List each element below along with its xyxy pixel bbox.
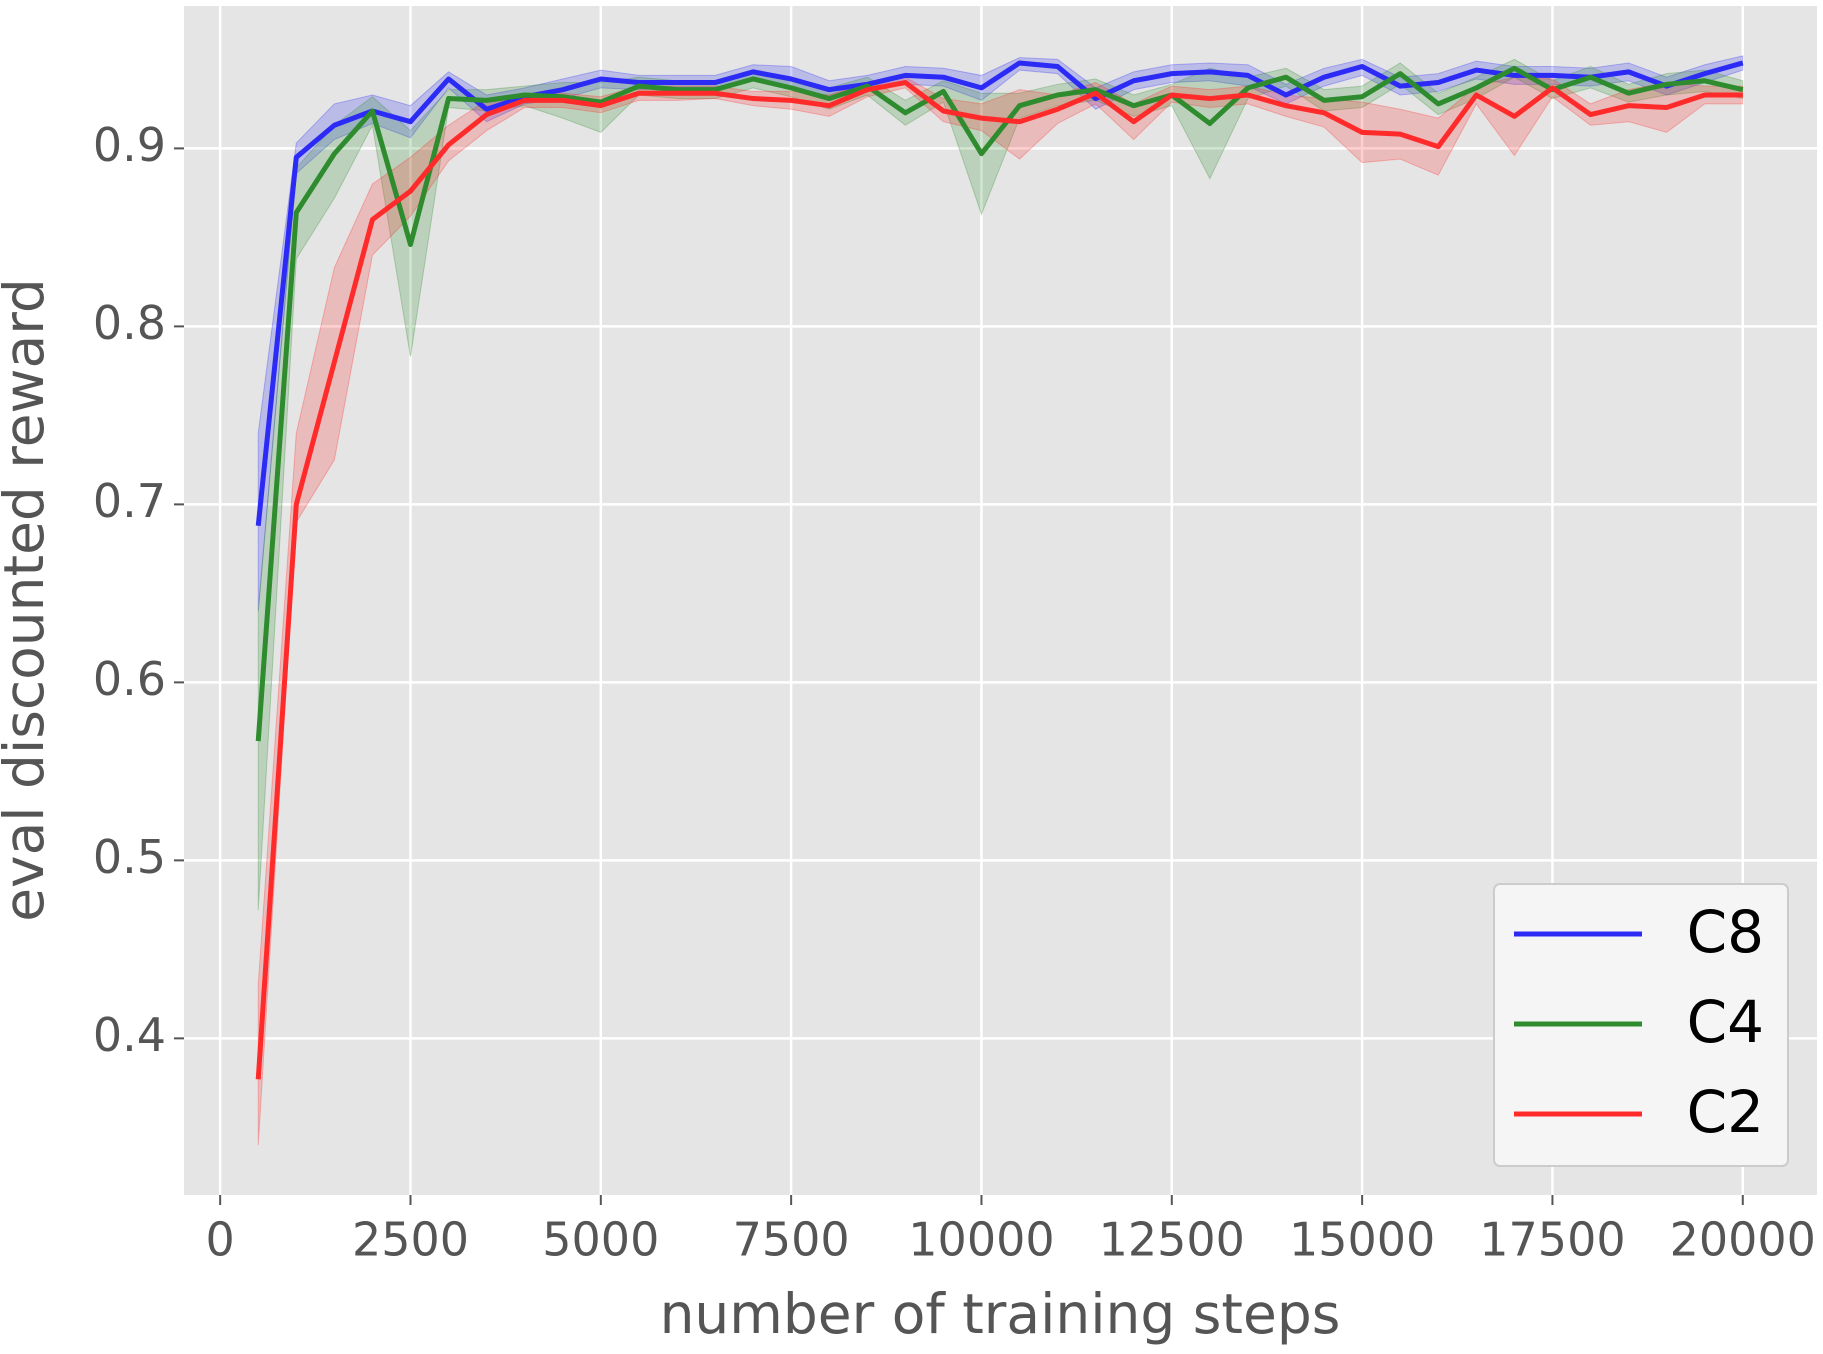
- series-line: [255, 65, 1744, 742]
- y-tick-label: 0.7: [93, 474, 166, 528]
- y-tick-label: 0.5: [93, 830, 166, 884]
- y-tick-label: 0.4: [93, 1008, 166, 1062]
- legend-label: C8: [1687, 898, 1764, 966]
- plot: 0 2500 5000 7500 10000 12500 15000 17500 20000 0.…: [93, 6, 1817, 1267]
- y-tick-label: 0.8: [93, 296, 166, 350]
- y-axis-label: eval discounted reward: [0, 278, 56, 922]
- x-tick-label: 7500: [733, 1213, 850, 1267]
- x-tick-label: 12500: [1099, 1213, 1245, 1267]
- x-axis-label: number of training steps: [660, 1282, 1341, 1346]
- legend-label: C2: [1687, 1078, 1764, 1146]
- confidence-band: [257, 76, 1744, 1146]
- x-tick-label: 15000: [1289, 1213, 1435, 1267]
- x-tick-label: 10000: [908, 1213, 1054, 1267]
- x-tick-label: 20000: [1670, 1213, 1816, 1267]
- series-line: [255, 80, 1743, 1080]
- x-tick-label: 17500: [1479, 1213, 1625, 1267]
- x-tick-label: 0: [206, 1213, 235, 1267]
- y-tick-label: 0.9: [93, 118, 166, 172]
- series-line: [255, 60, 1744, 526]
- x-tick-label: 2500: [352, 1213, 469, 1267]
- x-tick-label: 5000: [542, 1213, 659, 1267]
- legend-label: C4: [1687, 988, 1764, 1056]
- y-tick-label: 0.6: [93, 652, 166, 706]
